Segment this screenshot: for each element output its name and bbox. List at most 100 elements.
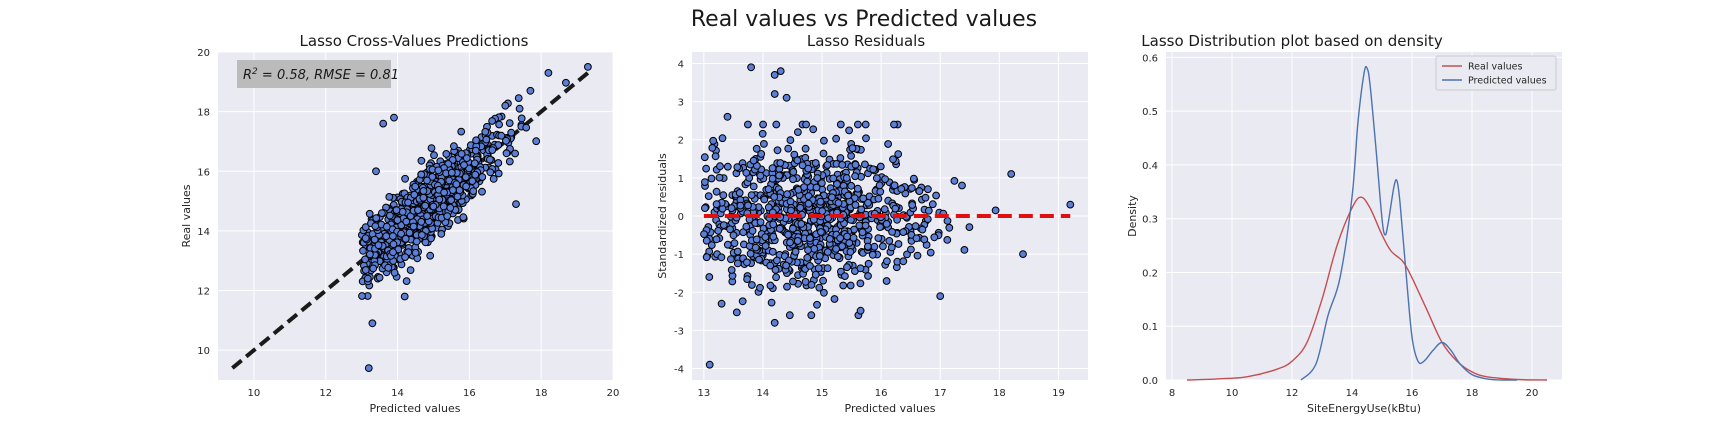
scatter-point bbox=[461, 173, 470, 182]
identity-line-stroke bbox=[231, 71, 590, 370]
scatter-point bbox=[797, 220, 806, 228]
scatter-point bbox=[843, 263, 851, 272]
scatter-point bbox=[764, 185, 773, 194]
scatter-point bbox=[823, 264, 832, 273]
scatter-point bbox=[384, 263, 393, 272]
scatter-point bbox=[804, 199, 813, 208]
x-tick-label: 18 bbox=[535, 388, 548, 399]
scatter-point bbox=[752, 235, 761, 244]
x-axis-label: SiteEnergyUse(kBtu) bbox=[1307, 402, 1421, 415]
scatter-point bbox=[756, 218, 765, 227]
scatter-point bbox=[864, 198, 872, 207]
x-axis-label: Predicted values bbox=[370, 402, 461, 415]
scatter-point bbox=[770, 193, 779, 201]
scatter-point bbox=[775, 171, 783, 180]
scatter-point bbox=[501, 101, 510, 110]
scatter-point bbox=[794, 128, 802, 137]
plot-area bbox=[1166, 52, 1562, 380]
x-tick-label: 16 bbox=[1406, 388, 1419, 399]
y-tick-label: 0.5 bbox=[1142, 107, 1158, 118]
scatter-point bbox=[733, 259, 742, 268]
scatter-point bbox=[517, 114, 526, 123]
scatter-point bbox=[828, 193, 836, 202]
y-tick-label: 1 bbox=[678, 174, 684, 185]
scatter-point bbox=[374, 241, 383, 250]
scatter-point bbox=[714, 226, 723, 235]
scatter-point bbox=[744, 120, 752, 129]
scatter-point bbox=[701, 204, 709, 213]
panel-residuals: Lasso Residuals 13 14 15 16 17 18 19 -4-3-2-10… bbox=[656, 32, 1088, 415]
scatter-point bbox=[764, 203, 773, 212]
scatter-point bbox=[965, 223, 974, 232]
scatter-point bbox=[950, 177, 959, 185]
scatter-point bbox=[457, 150, 466, 158]
scatter-point bbox=[856, 264, 865, 273]
scatter-point bbox=[748, 226, 757, 235]
scatter-point bbox=[768, 164, 777, 173]
scatter-point bbox=[526, 86, 535, 95]
scatter-point bbox=[738, 297, 747, 306]
scatter-point bbox=[849, 233, 858, 242]
scatter-point bbox=[442, 150, 451, 158]
scatter-point bbox=[857, 205, 866, 214]
scatter-point bbox=[717, 299, 726, 308]
scatter-point bbox=[768, 174, 777, 183]
scatter-point bbox=[369, 264, 378, 273]
scatter-point bbox=[450, 142, 458, 151]
scatter-point bbox=[758, 129, 767, 138]
scatter-point bbox=[846, 281, 855, 290]
scatter-point bbox=[411, 248, 420, 257]
scatter-point bbox=[854, 120, 862, 129]
scatter-point bbox=[502, 149, 511, 158]
scatter-point bbox=[423, 212, 432, 220]
y-tick-label: 0.3 bbox=[1142, 215, 1158, 226]
scatter-point bbox=[772, 273, 780, 282]
scatter-point bbox=[462, 154, 471, 163]
scatter-point bbox=[426, 251, 435, 260]
scatter-point bbox=[815, 252, 824, 260]
scatter-point bbox=[894, 150, 903, 159]
y-tick-label: 0.6 bbox=[1142, 53, 1158, 64]
scatter-point bbox=[452, 180, 461, 189]
scatter-point bbox=[735, 189, 744, 197]
scatter-point bbox=[443, 212, 452, 221]
scatter-point bbox=[838, 161, 847, 169]
scatter-point bbox=[749, 182, 758, 191]
y-tick-label: -4 bbox=[674, 365, 684, 376]
scatter-point bbox=[766, 281, 775, 290]
scatter-point bbox=[770, 318, 779, 327]
scatter-point bbox=[410, 190, 419, 199]
scatter-point bbox=[562, 78, 570, 87]
scatter-point bbox=[478, 173, 487, 181]
scatter-point bbox=[766, 261, 775, 270]
x-tick-label: 10 bbox=[248, 388, 261, 399]
scatter-point bbox=[768, 247, 777, 256]
scatter-point bbox=[767, 298, 776, 307]
scatter-point bbox=[798, 161, 807, 170]
scatter-point bbox=[515, 104, 524, 113]
scatter-point bbox=[717, 253, 726, 262]
scatter-point bbox=[512, 200, 520, 209]
scatter-point bbox=[823, 161, 832, 169]
y-tick-label: 10 bbox=[197, 346, 210, 357]
scatter-point bbox=[370, 235, 379, 244]
scatter-point bbox=[769, 220, 778, 229]
x-axis-label: Predicted values bbox=[845, 402, 936, 415]
scatter-point bbox=[437, 230, 446, 238]
scatter-point bbox=[389, 248, 397, 257]
scatter-point bbox=[876, 187, 885, 196]
scatter-point bbox=[807, 281, 816, 289]
x-tick-label: 12 bbox=[1286, 388, 1299, 399]
scatter-point bbox=[382, 232, 391, 241]
scatter-point bbox=[393, 216, 402, 225]
scatter-point bbox=[749, 156, 758, 165]
scatter-point bbox=[446, 203, 455, 212]
panel-predictions: Lasso Cross-Values Predictions 10 12 14 16 1… bbox=[180, 32, 619, 415]
identity-line bbox=[231, 71, 590, 370]
scatter-point bbox=[864, 242, 872, 251]
density-lines bbox=[1186, 65, 1548, 381]
scatter-point bbox=[874, 234, 883, 243]
scatter-point bbox=[718, 134, 727, 143]
scatter-point bbox=[932, 191, 940, 200]
scatter-point bbox=[397, 229, 406, 238]
